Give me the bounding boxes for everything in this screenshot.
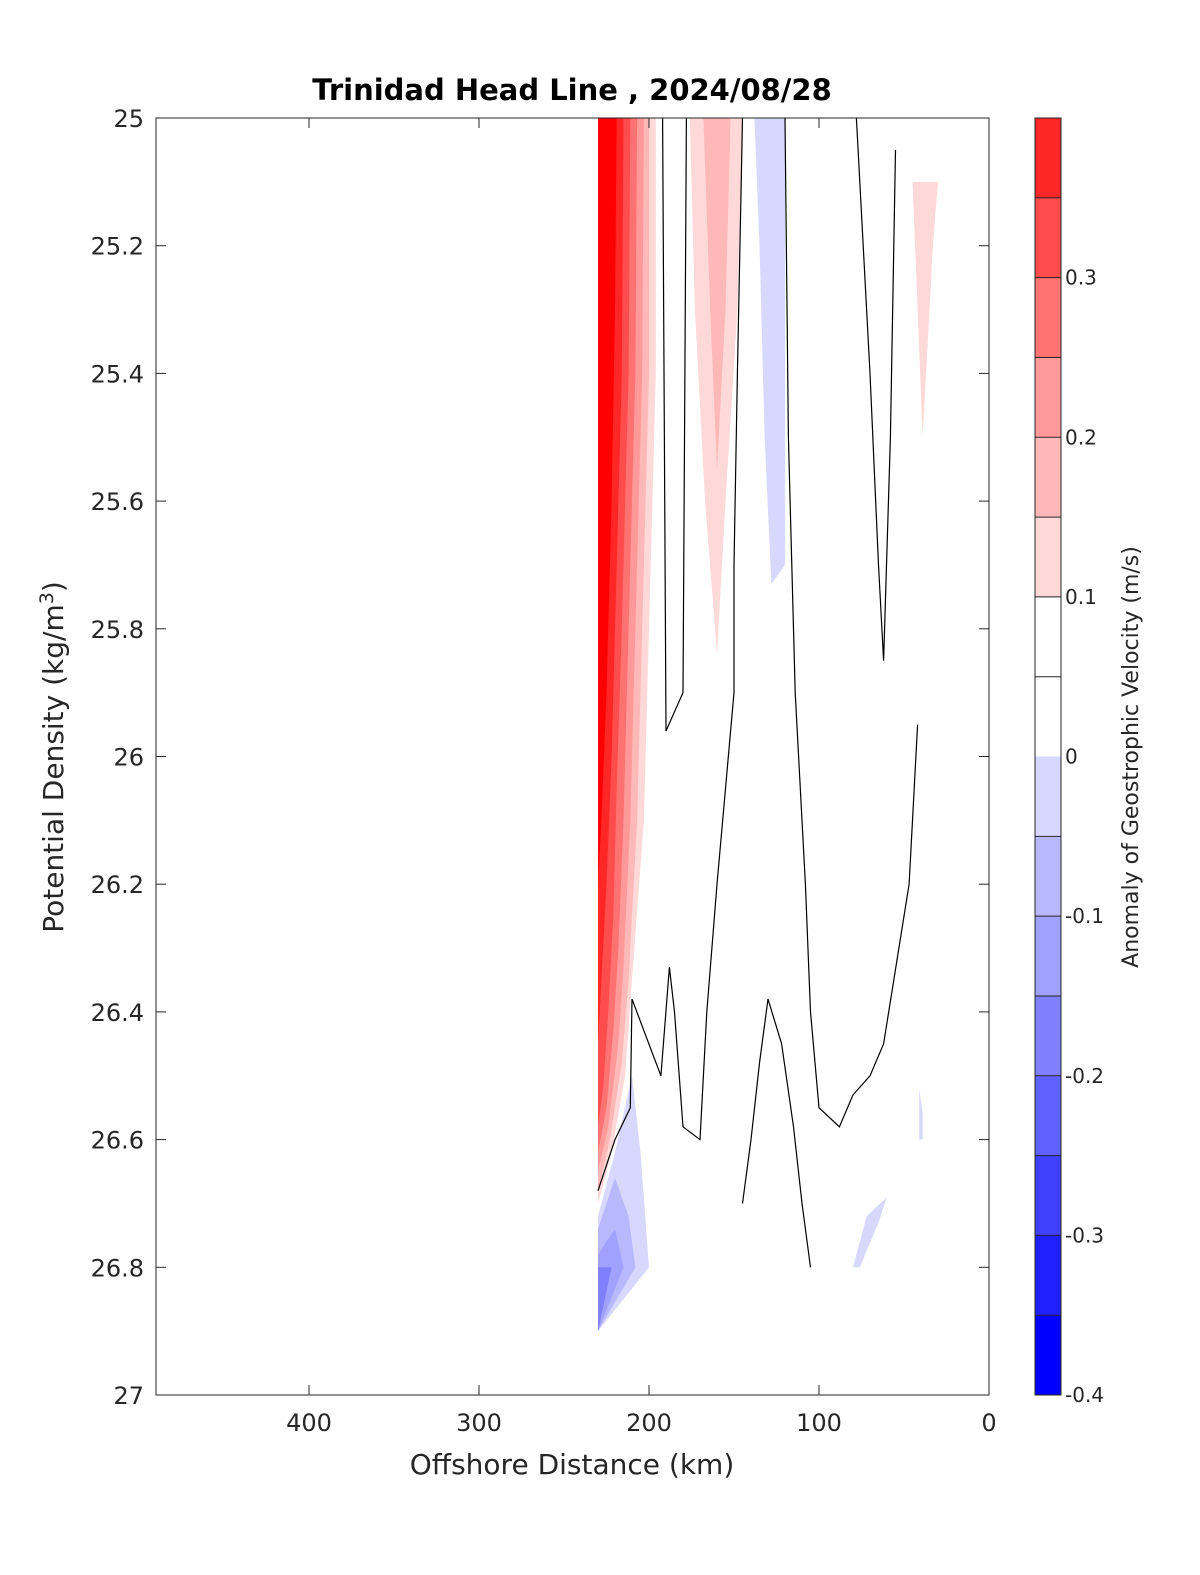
colorbar-band bbox=[1035, 517, 1061, 597]
colorbar-band bbox=[1035, 1235, 1061, 1316]
x-tick-label: 0 bbox=[981, 1409, 996, 1437]
chart-title: Trinidad Head Line , 2024/08/28 bbox=[312, 73, 832, 107]
y-tick-label: 25.8 bbox=[91, 616, 144, 644]
filled-region-pink-plume-40 bbox=[912, 181, 938, 438]
x-tick-label: 300 bbox=[456, 1409, 502, 1437]
colorbar-band bbox=[1035, 357, 1061, 438]
colorbar-tick-label: -0.4 bbox=[1065, 1383, 1104, 1407]
colorbar-tick-label: 0.3 bbox=[1065, 266, 1097, 290]
zero-contour-145 bbox=[597, 118, 744, 1191]
y-tick-label: 25.4 bbox=[91, 360, 144, 388]
colorbar-band bbox=[1035, 277, 1061, 358]
y-tick-label: 26.4 bbox=[91, 999, 144, 1027]
colorbar-tick-label: 0 bbox=[1065, 745, 1078, 769]
colorbar-tick-label: 0.1 bbox=[1065, 585, 1097, 609]
y-tick-label: 26.2 bbox=[91, 871, 144, 899]
colorbar-tick-label: 0.2 bbox=[1065, 425, 1097, 449]
colorbar-band bbox=[1035, 995, 1061, 1076]
filled-region-blue-plume-130 bbox=[754, 118, 785, 585]
colorbar-band bbox=[1035, 676, 1061, 757]
x-tick-label: 400 bbox=[286, 1409, 332, 1437]
filled-region-pink-plume-160-inner bbox=[703, 118, 731, 470]
x-tick-label: 200 bbox=[626, 1409, 672, 1437]
y-axis-title-main: Potential Density (kg/m bbox=[37, 604, 70, 933]
zero-contour-75 bbox=[855, 118, 897, 661]
filled-region-blue-patch-80 bbox=[853, 1197, 887, 1268]
contour-lines bbox=[597, 118, 919, 1268]
colorbar-tick-label: -0.3 bbox=[1065, 1223, 1104, 1247]
x-axis-title: Offshore Distance (km) bbox=[410, 1448, 735, 1481]
colorbar-band bbox=[1035, 836, 1061, 917]
y-axis-title-tail: ) bbox=[37, 581, 70, 592]
filled-region-red-core-6 bbox=[598, 118, 617, 885]
y-tick-label: 25 bbox=[113, 105, 144, 133]
y-axis-title: Potential Density (kg/m3) bbox=[36, 581, 70, 933]
colorbar-band bbox=[1035, 1075, 1061, 1156]
axes: 400 300 200 100 0 25 25.2 25.4 25.6 25.8 26 26.2 26.… bbox=[91, 105, 997, 1437]
colorbar-band bbox=[1035, 756, 1061, 837]
y-tick-label: 26 bbox=[113, 744, 144, 772]
y-tick-label: 26.8 bbox=[91, 1254, 144, 1282]
zero-contour-118 bbox=[784, 118, 919, 1128]
colorbar-band bbox=[1035, 118, 1061, 198]
colorbar-band bbox=[1035, 1315, 1061, 1395]
filled-region-blue-patch-40 bbox=[919, 1088, 923, 1140]
colorbar-band bbox=[1035, 916, 1061, 996]
colorbar-band bbox=[1035, 1155, 1061, 1236]
colorbar-band bbox=[1035, 197, 1061, 278]
colorbar-band bbox=[1035, 596, 1061, 677]
x-tick-label: 100 bbox=[796, 1409, 842, 1437]
colorbar-tick-label: -0.2 bbox=[1065, 1064, 1104, 1088]
y-tick-label: 25.6 bbox=[91, 488, 144, 516]
colorbar-band bbox=[1035, 437, 1061, 518]
y-tick-label: 25.2 bbox=[91, 233, 144, 261]
colorbar-box bbox=[1034, 117, 1062, 1396]
colorbar-title: Anomaly of Geostrophic Velocity (m/s) bbox=[1119, 546, 1144, 968]
filled-region-blue-lower-2 bbox=[598, 1229, 624, 1332]
plot-area bbox=[598, 118, 938, 1332]
zero-contour-190 bbox=[661, 118, 688, 732]
y-axis-title-sup: 3 bbox=[36, 592, 58, 604]
filled-region-blue-lower-3 bbox=[598, 1267, 612, 1332]
y-tick-label: 26.6 bbox=[91, 1127, 144, 1155]
zero-contour-140 bbox=[741, 998, 812, 1268]
colorbar: 0.3 0.2 0.1 0 -0.1 -0.2 -0.3 -0.4 bbox=[1034, 117, 1104, 1407]
colorbar-tick-label: -0.1 bbox=[1065, 904, 1104, 928]
y-tick-label: 27 bbox=[113, 1382, 144, 1410]
